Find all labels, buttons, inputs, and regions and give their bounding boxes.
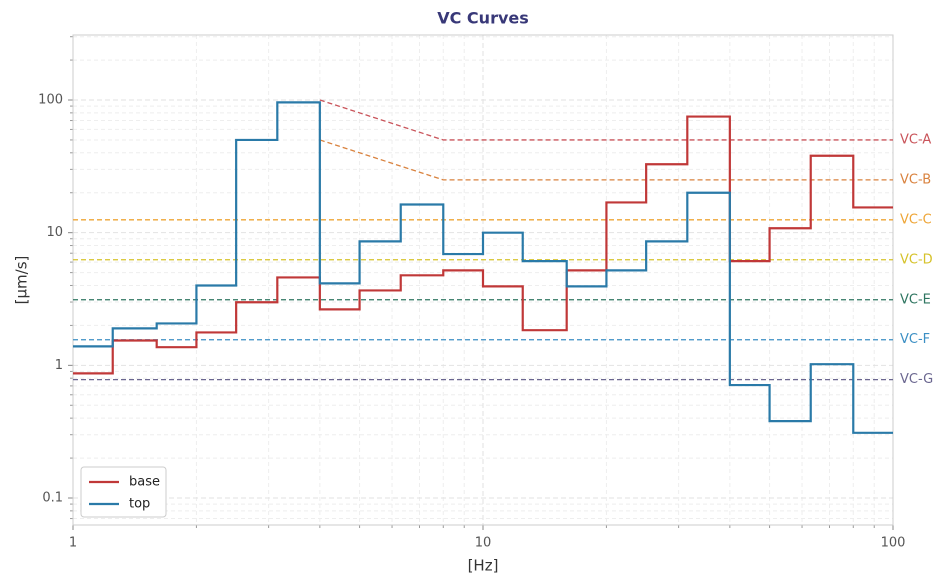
y-tick-label: 10 <box>46 225 63 240</box>
criterion-label: VC-F <box>900 332 930 347</box>
criterion-label: VC-A <box>900 132 931 147</box>
x-tick-label: 100 <box>881 536 906 551</box>
criterion-label: VC-E <box>900 292 931 307</box>
plot-frame <box>72 34 894 526</box>
x-tick-label: 10 <box>475 536 492 551</box>
x-tick-label: 1 <box>69 536 77 551</box>
series-line <box>73 101 893 434</box>
y-tick-label: 1 <box>55 358 63 373</box>
criterion-label: VC-D <box>900 252 933 267</box>
chart-title: VC Curves <box>437 9 529 28</box>
series-line <box>73 115 893 375</box>
legend: base top <box>80 466 167 518</box>
legend-label: top <box>129 497 150 512</box>
criterion-line <box>319 139 893 181</box>
legend-label: base <box>129 475 160 490</box>
y-axis-label: [µm/s] <box>13 256 31 305</box>
y-tick-label: 100 <box>38 93 63 108</box>
y-tick-label: 0.1 <box>42 491 63 506</box>
criterion-label: VC-G <box>900 372 933 387</box>
criterion-label: VC-C <box>900 212 932 227</box>
x-axis-label: [Hz] <box>468 557 499 575</box>
criterion-line <box>319 99 893 141</box>
criterion-label: VC-B <box>900 172 931 187</box>
